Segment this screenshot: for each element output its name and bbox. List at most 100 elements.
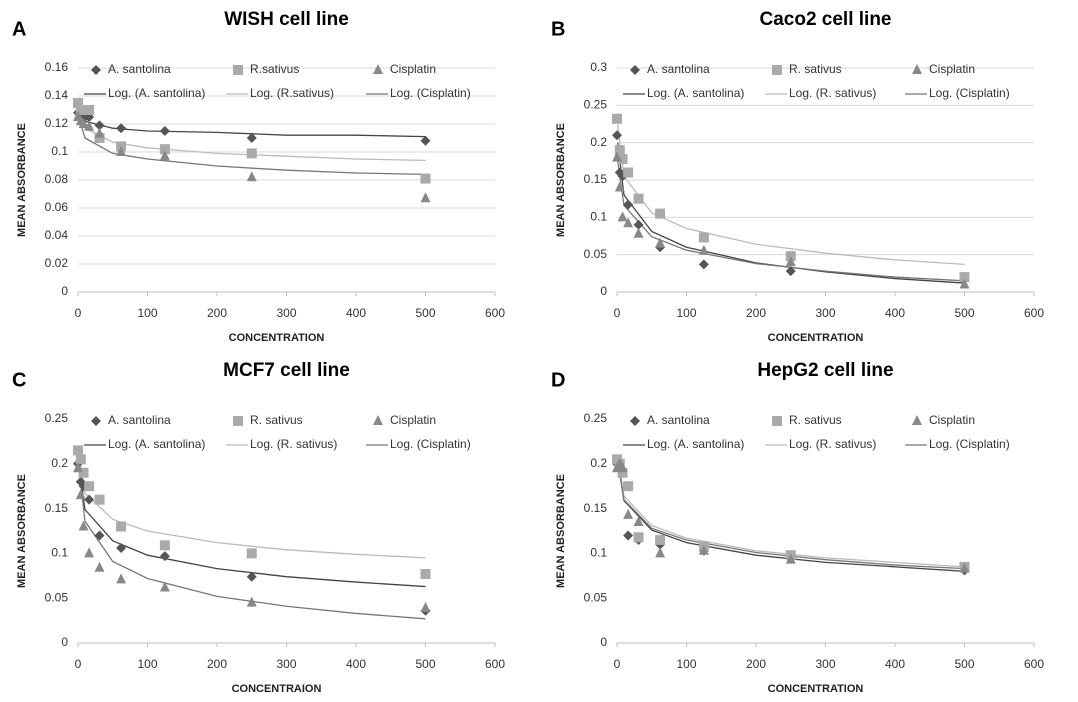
trend-line [78, 116, 426, 176]
legend-label: A. santolina [108, 62, 171, 76]
legend-label: R.sativus [250, 62, 299, 76]
y-tick-label: 0.1 [590, 210, 607, 224]
data-point [785, 553, 796, 564]
legend-label: Log. (A. santolina) [108, 86, 205, 100]
data-point [246, 133, 257, 143]
data-point [420, 135, 431, 146]
data-point [633, 516, 644, 527]
data-point [78, 105, 89, 115]
legend-label: Log. (R. sativus) [789, 437, 876, 451]
x-tick-label: 0 [75, 657, 82, 671]
data-point [617, 211, 628, 222]
legend-label: Log. (A. santolina) [647, 437, 744, 451]
data-point [84, 547, 95, 558]
data-point [246, 171, 257, 182]
data-point [655, 534, 666, 545]
data-point [698, 259, 709, 270]
y-tick-label: 0.06 [45, 200, 69, 214]
y-tick-label: 0 [61, 635, 68, 649]
x-tick-label: 200 [746, 657, 766, 671]
x-tick-label: 600 [1024, 306, 1044, 320]
y-tick-label: 0.25 [584, 411, 608, 425]
x-tick-label: 400 [885, 306, 905, 320]
data-point [116, 521, 127, 532]
legend-label: A. santolina [647, 62, 710, 76]
legend-label: A. santolina [647, 413, 710, 427]
data-point [785, 256, 796, 267]
x-tick-label: 100 [137, 306, 157, 320]
x-tick-label: 300 [276, 306, 296, 320]
chart-title: Caco2 cell line [759, 9, 891, 30]
data-point [75, 454, 86, 465]
data-point [623, 199, 634, 210]
x-tick-label: 600 [485, 306, 505, 320]
x-tick-label: 200 [207, 306, 227, 320]
y-axis-label: MEAN ABSORBANCE [16, 474, 28, 588]
data-point [698, 244, 709, 255]
trend-line [78, 454, 426, 559]
legend-label: Log. (R. sativus) [250, 437, 337, 451]
x-tick-label: 500 [954, 657, 974, 671]
y-tick-label: 0.1 [51, 144, 68, 158]
data-point [159, 126, 170, 136]
x-tick-label: 300 [815, 657, 835, 671]
y-tick-label: 0 [61, 284, 68, 298]
y-tick-label: 0.25 [45, 411, 69, 425]
data-point [73, 98, 83, 108]
y-tick-label: 0.08 [45, 172, 69, 186]
legend-label: R. sativus [250, 413, 303, 427]
x-axis-label: CONCENTRAION [232, 683, 322, 695]
y-tick-label: 0.3 [590, 60, 607, 74]
data-point [94, 133, 105, 143]
y-tick-label: 0 [600, 635, 607, 649]
data-point [246, 596, 257, 607]
data-point [159, 144, 170, 155]
x-tick-label: 300 [276, 657, 296, 671]
data-point [73, 445, 83, 456]
data-point [84, 494, 95, 505]
data-point [94, 494, 105, 505]
legend-marker [233, 416, 243, 426]
x-tick-label: 500 [415, 657, 435, 671]
data-point [623, 217, 634, 228]
y-axis-label: MEAN ABSORBANCE [16, 123, 28, 237]
legend-marker [630, 65, 640, 75]
legend-label: Log. (Cisplatin) [390, 86, 471, 100]
x-tick-label: 200 [207, 657, 227, 671]
y-tick-label: 0.1 [590, 546, 607, 560]
y-tick-label: 0.14 [45, 88, 69, 102]
legend-label: Log. (A. santolina) [108, 437, 205, 451]
data-point [420, 602, 431, 613]
legend-marker [772, 416, 782, 426]
y-tick-label: 0.02 [45, 256, 69, 270]
data-point [116, 123, 127, 134]
y-tick-label: 0 [600, 284, 607, 298]
legend-marker [373, 64, 383, 74]
data-point [420, 192, 431, 203]
data-point [623, 508, 634, 519]
y-tick-label: 0.05 [584, 590, 608, 604]
data-point [959, 562, 970, 573]
legend-label: Log. (Cisplatin) [929, 86, 1010, 100]
y-tick-label: 0.16 [45, 60, 69, 74]
data-point [959, 272, 970, 283]
data-point [159, 150, 170, 161]
chart-panel: B Caco2 cell line 0 0.05 0.1 0.15 0.2 0.25 0.3 0 1… [551, 9, 1044, 344]
x-axis-label: CONCENTRATION [229, 332, 325, 344]
legend-label: Cisplatin [929, 413, 975, 427]
data-point [116, 146, 127, 156]
trend-line [78, 463, 426, 588]
chart-panel: A WISH cell line 0 0.02 0.04 0.06 0.08 0.1 0.12 0… [12, 9, 505, 344]
x-tick-label: 500 [954, 306, 974, 320]
x-tick-label: 400 [346, 657, 366, 671]
legend-label: R. sativus [789, 62, 842, 76]
data-point [73, 462, 83, 473]
legend-label: Log. (R. sativus) [789, 86, 876, 100]
trend-line [617, 454, 965, 568]
data-point [94, 530, 105, 541]
legend-label: Cisplatin [390, 62, 436, 76]
y-tick-label: 0.15 [45, 501, 69, 515]
chart-panel: D HepG2 cell line 0 0.05 0.1 0.15 0.2 0.25 0 100 2… [551, 360, 1044, 695]
